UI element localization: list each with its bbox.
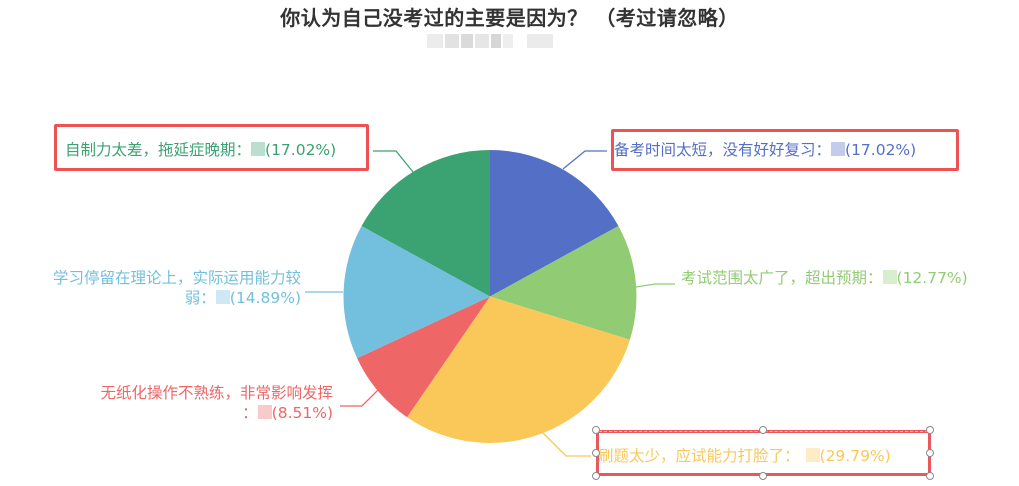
blurred-count bbox=[257, 405, 272, 419]
chart-title: 你认为自己没考过的主要是因为？ （考过请忽略） bbox=[280, 6, 739, 30]
label-pct: (8.51%) bbox=[271, 404, 333, 422]
pie-slice-blue[interactable] bbox=[490, 150, 619, 297]
highlight-box-blue bbox=[611, 129, 959, 171]
blurred-count bbox=[831, 142, 846, 156]
label-pct: (17.02%) bbox=[845, 141, 917, 159]
leader-line-dark-green bbox=[373, 150, 414, 173]
pie-slice-yellow[interactable] bbox=[407, 296, 630, 443]
leader-line-yellow bbox=[541, 431, 591, 457]
pie-slice-red[interactable] bbox=[357, 296, 490, 418]
label-sky[interactable]: 学习停留在理论上，实际运用能力较 弱： (14.89%) bbox=[53, 268, 301, 308]
leader-line-red bbox=[340, 387, 381, 407]
resize-handle-middle-left[interactable] bbox=[592, 449, 600, 457]
pie-slice-sky[interactable] bbox=[343, 226, 490, 359]
leader-line-blue bbox=[562, 150, 607, 170]
blurred-count bbox=[251, 142, 266, 156]
pie-slice-dark-green[interactable] bbox=[361, 150, 490, 297]
label-line2: ： (8.51%) bbox=[242, 404, 333, 422]
resize-handle-middle-right[interactable] bbox=[926, 449, 934, 457]
label-yellow[interactable]: 刷题太少，应试能力打脸了： (29.79%) bbox=[598, 446, 891, 466]
label-pct: (14.89%) bbox=[229, 289, 301, 307]
label-text: 考试范围太广了，超出预期： bbox=[681, 269, 883, 287]
blurred-count bbox=[805, 448, 820, 462]
resize-handle-bottom-right[interactable] bbox=[926, 472, 934, 480]
highlight-box-dark-green bbox=[54, 124, 369, 171]
label-pct: (29.79%) bbox=[819, 447, 891, 465]
label-line1: 无纸化操作不熟练，非常影响发挥 bbox=[100, 384, 333, 402]
label-light-green[interactable]: 考试范围太广了，超出预期： (12.77%) bbox=[681, 268, 968, 288]
resize-handle-top-left[interactable] bbox=[592, 426, 600, 434]
label-line1: 学习停留在理论上，实际运用能力较 bbox=[52, 269, 301, 287]
resize-handle-top-right[interactable] bbox=[926, 426, 934, 434]
label-text: 自制力太差，拖延症晚期： bbox=[65, 141, 252, 159]
label-blue[interactable]: 备考时间太短，没有好好复习： (17.02%) bbox=[614, 140, 916, 160]
label-text: 备考时间太短，没有好好复习： bbox=[614, 141, 832, 159]
label-red[interactable]: 无纸化操作不熟练，非常影响发挥 ： (8.51%) bbox=[100, 383, 333, 423]
resize-handle-bottom-left[interactable] bbox=[592, 472, 600, 480]
leader-line-light-green bbox=[635, 283, 675, 288]
pie-slice-light-green[interactable] bbox=[490, 226, 637, 340]
label-line2: 弱： (14.89%) bbox=[184, 289, 301, 307]
label-pct: (17.02%) bbox=[265, 141, 337, 159]
label-pct: (12.77%) bbox=[896, 269, 968, 287]
blurred-count bbox=[882, 270, 897, 284]
label-dark-green[interactable]: 自制力太差，拖延症晚期： (17.02%) bbox=[65, 140, 336, 160]
chart-subtitle-blurred bbox=[427, 34, 555, 48]
resize-handle-top-center[interactable] bbox=[759, 426, 767, 434]
label-text: 刷题太少，应试能力打脸了： bbox=[598, 447, 800, 465]
resize-handle-bottom-center[interactable] bbox=[759, 472, 767, 480]
blurred-count bbox=[215, 290, 230, 304]
